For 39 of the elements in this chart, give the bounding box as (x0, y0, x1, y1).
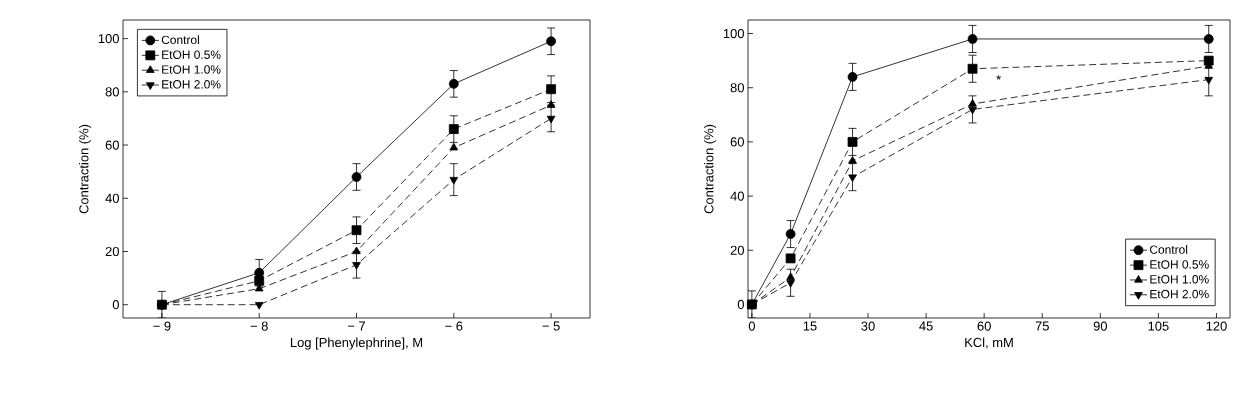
y-tick-label: 0 (112, 300, 119, 310)
x-tick-label: 45 (919, 321, 933, 331)
legend-label: EtOH 2.0% (162, 80, 221, 89)
legend-label: EtOH 1.0% (1150, 275, 1209, 284)
x-tick-label: − 5 (542, 321, 560, 331)
y-tick-label: 80 (105, 87, 119, 97)
x-tick-label: − 9 (153, 321, 171, 331)
y-tick-label: 20 (105, 246, 119, 257)
x-tick-label: − 8 (250, 321, 268, 331)
y-tick-label: 20 (730, 245, 744, 255)
x-tick-label: 75 (1035, 321, 1049, 331)
x-tick-label: 120 (1206, 321, 1227, 331)
legend-label: EtOH 0.5% (162, 50, 221, 59)
x-tick-label: 90 (1093, 321, 1108, 331)
x-tick-label: − 7 (347, 321, 366, 331)
y-tick-label: 100 (723, 28, 744, 39)
y-tick-label: 80 (730, 83, 744, 93)
legend-label: EtOH 0.5% (1150, 260, 1209, 269)
y-tick-label: 100 (98, 34, 119, 44)
y-tick-label: 60 (105, 140, 119, 150)
legend-label: Control (1149, 245, 1188, 254)
x-tick-label: 15 (803, 321, 817, 331)
legend-label: EtOH 2.0% (1150, 289, 1209, 299)
legend-label: EtOH 1.0% (162, 65, 221, 74)
y-axis-title: Contraction (%) (78, 124, 92, 214)
x-axis-title: Log [Phenylephrine], M (290, 337, 423, 350)
y-axis-title: Contraction (%) (703, 124, 717, 214)
x-tick-label: 0 (748, 321, 755, 331)
y-tick-label: 40 (105, 193, 119, 203)
x-tick-label: − 6 (445, 321, 463, 331)
annotation: * (996, 75, 1001, 80)
legend-label: Control (161, 35, 199, 45)
x-tick-label: 30 (861, 321, 875, 331)
y-tick-label: 0 (737, 299, 744, 310)
x-tick-label: 60 (977, 321, 991, 331)
x-axis-title: KCl, mM (965, 337, 1013, 349)
y-tick-label: 60 (730, 137, 744, 147)
x-tick-label: 105 (1148, 321, 1169, 331)
y-tick-label: 40 (730, 191, 744, 201)
